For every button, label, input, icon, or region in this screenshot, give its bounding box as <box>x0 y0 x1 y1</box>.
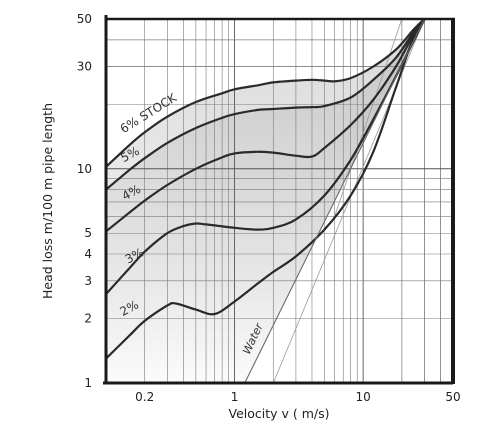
curve-2- <box>106 19 426 360</box>
y-tick-label: 1 <box>84 376 92 390</box>
y-tick-label: 5 <box>84 226 92 240</box>
y-tick-label: 50 <box>77 12 92 26</box>
y-tick-label: 4 <box>84 247 92 261</box>
x-tick-label: 50 <box>445 390 460 404</box>
curve-3- <box>106 19 426 295</box>
curves <box>106 19 426 383</box>
water-line <box>244 19 425 383</box>
grid-lines <box>105 18 454 384</box>
x-tick-label: 10 <box>355 390 370 404</box>
curve-6-stock <box>106 19 426 168</box>
y-tick-label: 2 <box>84 312 92 326</box>
y-tick-label: 30 <box>77 60 92 74</box>
y-axis-title: Head loss m/100 m pipe length <box>40 103 55 299</box>
x-tick-label: 1 <box>231 390 239 404</box>
curve-5- <box>106 19 426 191</box>
plot-frame <box>103 15 455 385</box>
tick-labels: 0.2 1 10 50 1 2 3 4 5 10 30 50 <box>77 12 461 404</box>
y-tick-label: 10 <box>77 162 92 176</box>
x-tick-label: 0.2 <box>135 390 154 404</box>
y-tick-label: 3 <box>84 274 92 288</box>
curve-4- <box>106 19 426 233</box>
reference-line <box>334 19 403 217</box>
x-axis-title: Velocity v ( m/s) <box>228 406 329 421</box>
